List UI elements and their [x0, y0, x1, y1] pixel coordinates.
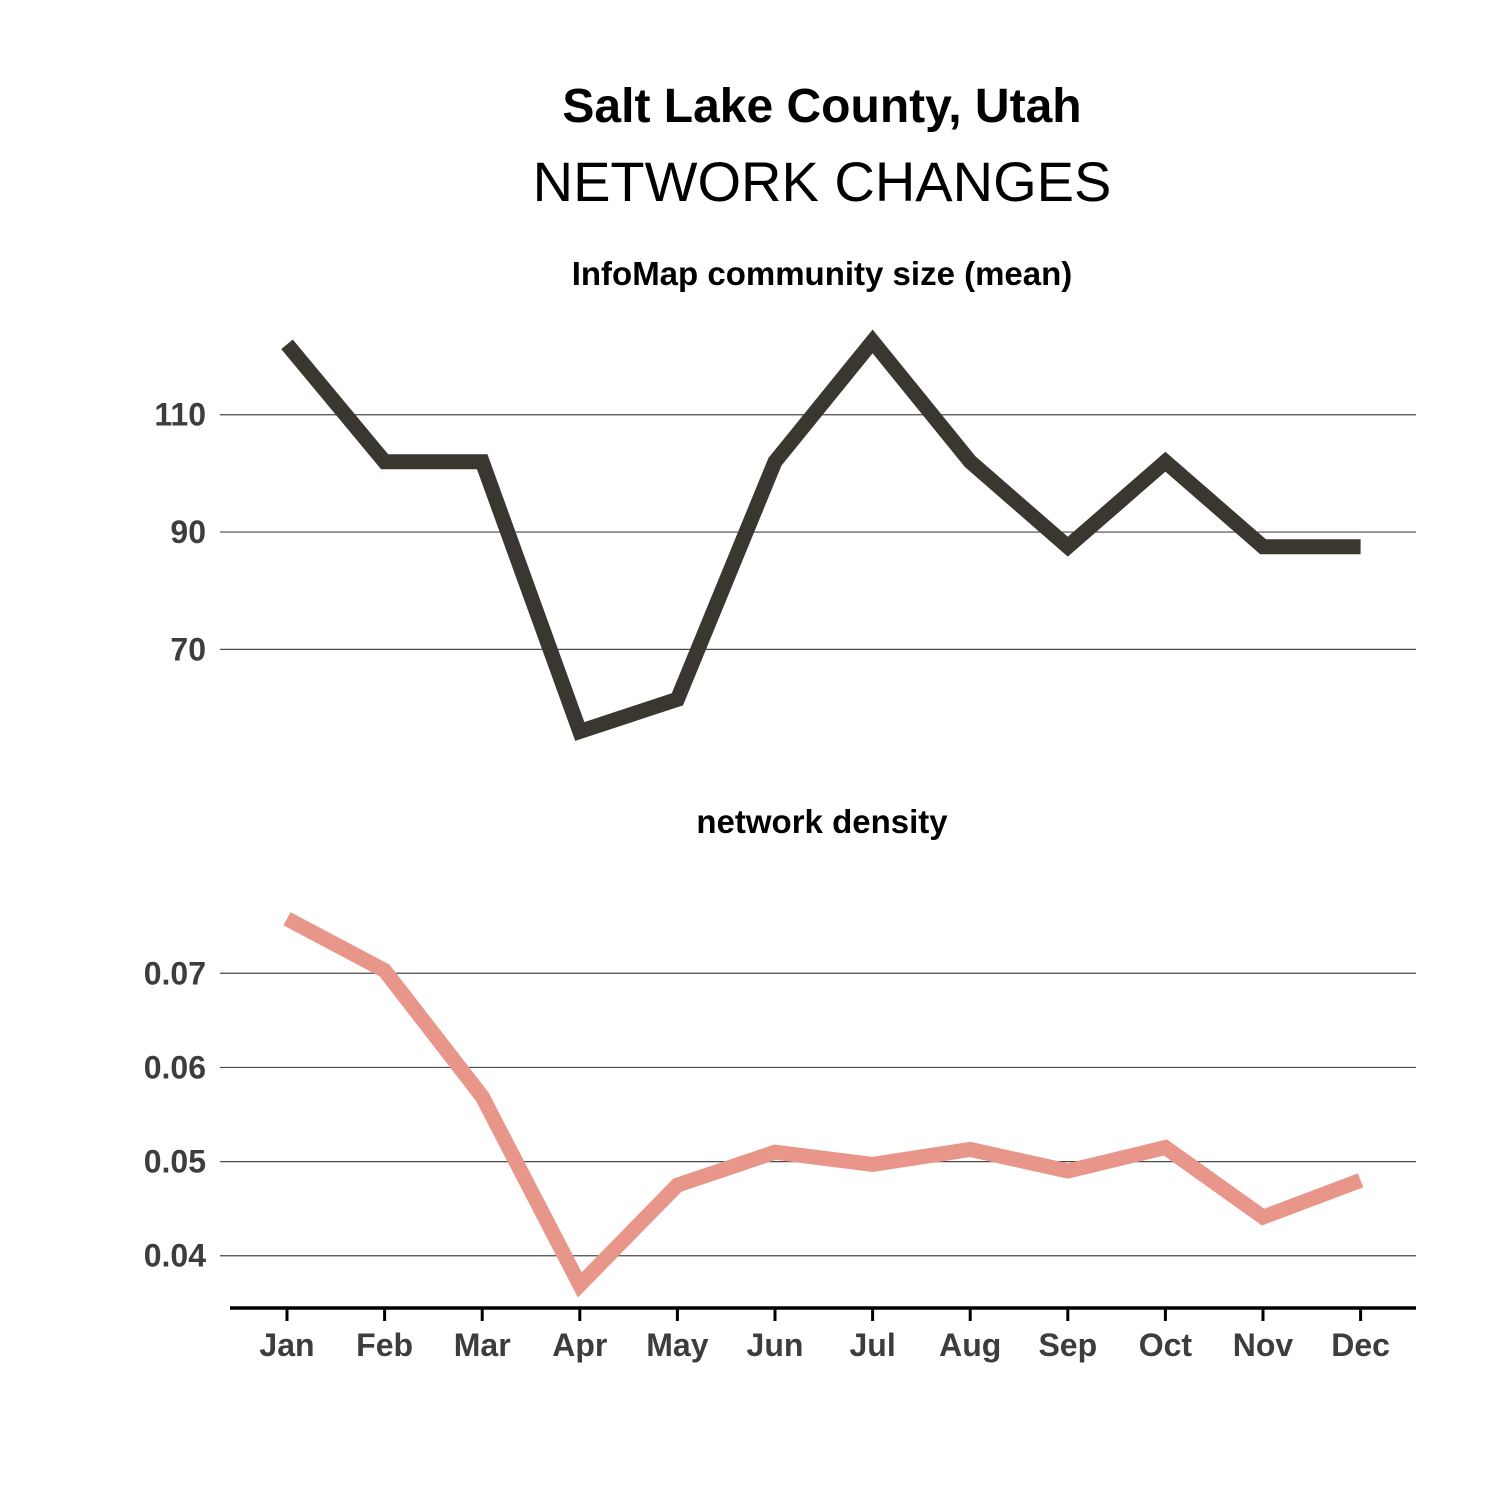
panel2-data-point-dec — [1357, 1176, 1365, 1184]
x-tick-label-oct: Oct — [1139, 1327, 1193, 1363]
panel2-data-point-nov — [1259, 1213, 1267, 1221]
x-tick-label-aug: Aug — [939, 1327, 1001, 1363]
x-tick-label-jul: Jul — [849, 1327, 895, 1363]
panel2-series-line — [283, 912, 1364, 1298]
panel1-data-point-jan — [283, 340, 291, 348]
chart-subtitle: NETWORK CHANGES — [533, 150, 1112, 213]
panel2-data-point-aug — [966, 1145, 974, 1153]
chart-title: Salt Lake County, Utah — [562, 80, 1081, 133]
panel2-data-point-feb — [381, 966, 389, 974]
panel1-y-tick-label: 70 — [170, 631, 206, 667]
panel2-data-point-jul — [869, 1160, 877, 1168]
panel1-series-line — [281, 329, 1361, 741]
panel2-data-point-jan — [283, 915, 291, 923]
x-tick-label-dec: Dec — [1331, 1327, 1390, 1363]
panel1-data-point-sep — [1064, 543, 1072, 551]
x-tick-label-may: May — [646, 1327, 708, 1363]
panel2-plot: 0.04 0.05 0.06 0.07 — [144, 912, 1416, 1298]
panel1-data-point-apr — [576, 728, 584, 736]
panel1-y-tick-label: 110 — [154, 397, 206, 433]
x-tick-label-jun: Jun — [747, 1327, 804, 1363]
panel1-data-point-mar — [478, 458, 486, 466]
panel2-y-tick-label: 0.05 — [144, 1144, 206, 1180]
x-tick-label-mar: Mar — [454, 1327, 511, 1363]
panel1-data-point-jul — [869, 337, 877, 345]
x-axis: Jan Feb Mar Apr May Jun Jul Aug Sep Oct Nov Dec — [230, 1306, 1416, 1363]
panel1-plot: 70 90 110 — [154, 329, 1416, 741]
x-tick-label-apr: Apr — [552, 1327, 607, 1363]
panel1-data-point-jun — [771, 458, 779, 466]
panel2-title: network density — [696, 803, 948, 840]
x-tick-label-jan: Jan — [259, 1327, 314, 1363]
panel1-y-tick-label: 90 — [170, 514, 206, 550]
panel1-data-point-oct — [1161, 458, 1169, 466]
panel2-y-tick-label: 0.07 — [144, 955, 206, 991]
panel2-data-point-may — [673, 1181, 681, 1189]
panel1-data-point-aug — [966, 458, 974, 466]
panel1-data-point-nov — [1259, 543, 1267, 551]
panel2-data-point-mar — [478, 1093, 486, 1101]
panel1-data-point-may — [673, 695, 681, 703]
x-tick-label-sep: Sep — [1038, 1327, 1097, 1363]
panel2-data-point-oct — [1161, 1143, 1169, 1151]
panel2-data-point-apr — [576, 1281, 584, 1289]
panel2-y-tick-label: 0.04 — [144, 1238, 206, 1274]
x-tick-label-feb: Feb — [356, 1327, 413, 1363]
panel1-data-point-feb — [381, 458, 389, 466]
panel1-data-point-dec — [1357, 543, 1365, 551]
panel1-title: InfoMap community size (mean) — [572, 255, 1073, 292]
panel2-y-tick-label: 0.06 — [144, 1049, 206, 1085]
x-tick-label-nov: Nov — [1233, 1327, 1294, 1363]
panel2-data-point-sep — [1064, 1167, 1072, 1175]
panel2-data-point-jun — [771, 1148, 779, 1156]
